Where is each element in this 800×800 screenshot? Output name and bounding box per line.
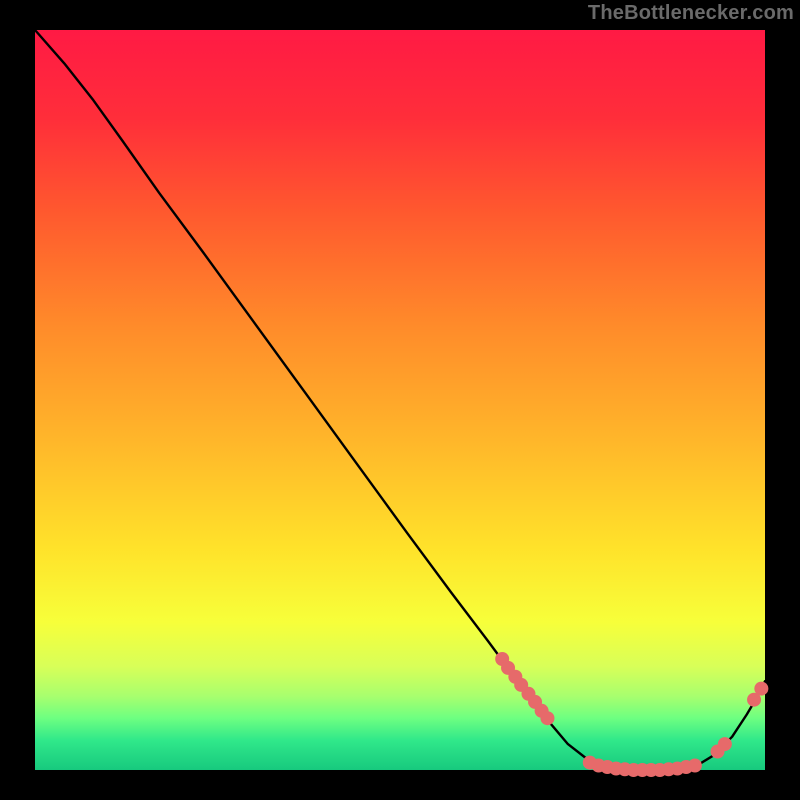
curve-marker xyxy=(688,759,702,773)
chart-canvas xyxy=(0,0,800,800)
curve-marker xyxy=(718,737,732,751)
curve-marker xyxy=(754,682,768,696)
curve-marker xyxy=(540,711,554,725)
watermark-text: TheBottlenecker.com xyxy=(588,2,794,25)
plot-gradient-background xyxy=(35,30,765,770)
